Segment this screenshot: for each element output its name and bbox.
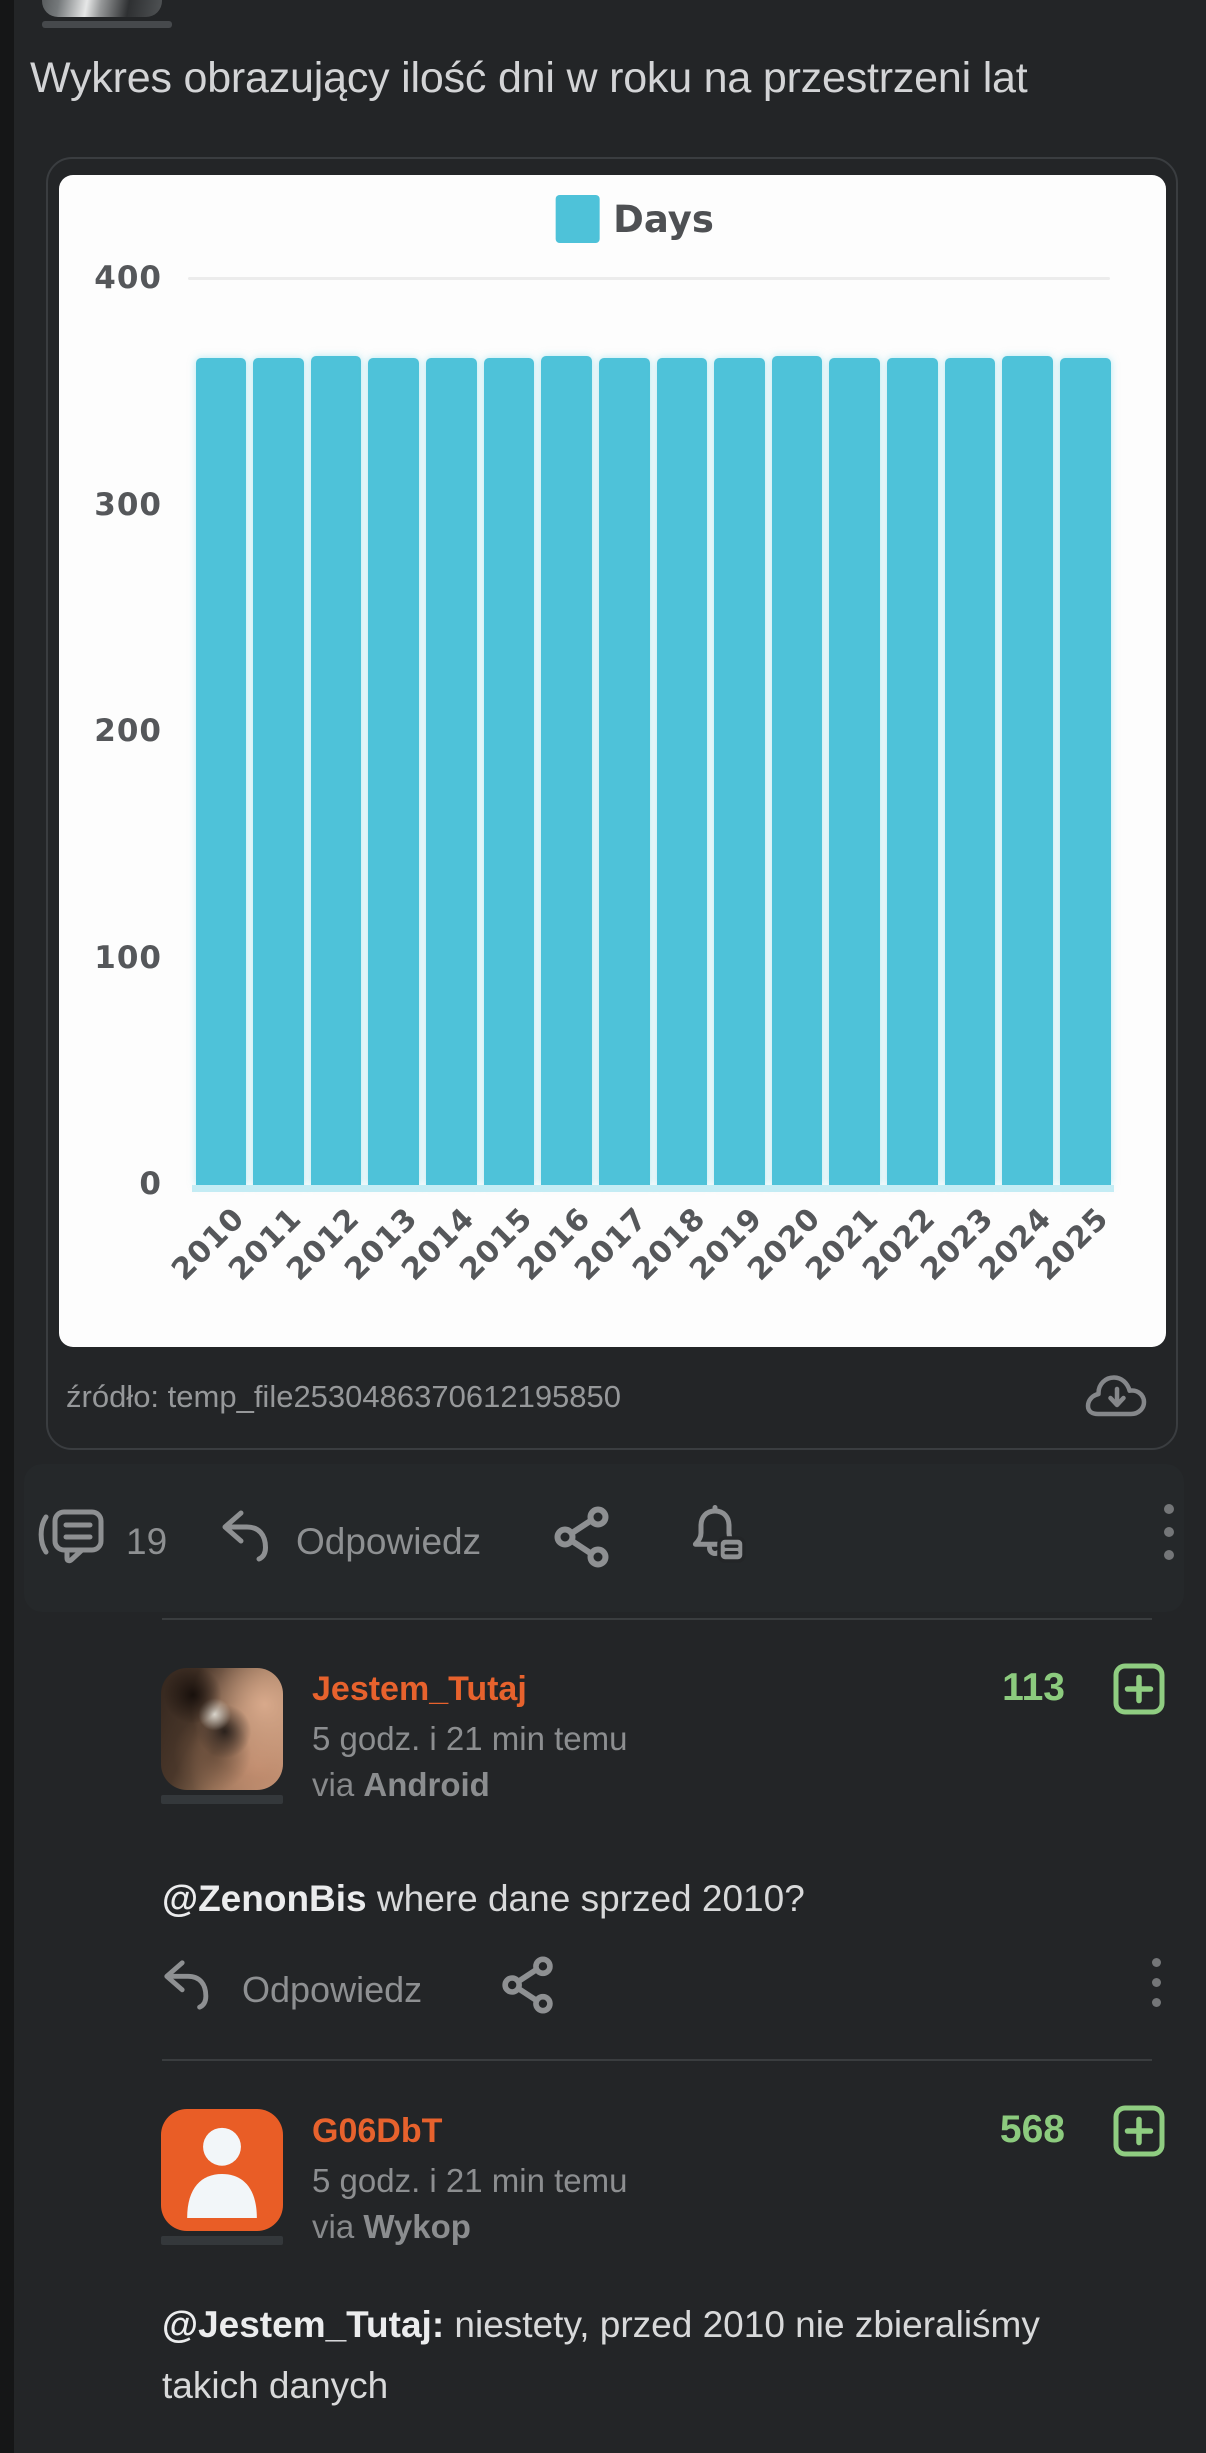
share-icon <box>552 1506 612 1573</box>
comment1-rank-bar <box>161 1795 283 1804</box>
bar-2021 <box>829 358 880 1185</box>
comment1-score[interactable]: 113 <box>1002 1666 1065 1709</box>
comment2-upvote-button[interactable] <box>1112 2104 1166 2158</box>
plus-box-icon <box>1112 1663 1166 1720</box>
bar-2019 <box>714 358 765 1185</box>
comment2-mention[interactable]: @Jestem_Tutaj: <box>162 2304 445 2345</box>
x-axis-baseline <box>192 1185 1114 1192</box>
comment2-rank-bar <box>161 2236 283 2245</box>
post-reply-label[interactable]: Odpowiedz <box>296 1521 482 1562</box>
y-tick-label-100: 100 <box>94 939 162 976</box>
comment1-via: via Android <box>312 1766 490 1803</box>
post-title: Wykres obrazujący ilość dni w roku na pr… <box>30 54 1028 102</box>
comment1-reply-button[interactable] <box>160 1956 216 2017</box>
comment1-username[interactable]: Jestem_Tutaj <box>312 1670 527 1708</box>
reply-arrow-icon <box>160 1960 216 2016</box>
comment2-username[interactable]: G06DbT <box>312 2112 443 2150</box>
comment-bubble-icon <box>36 1509 110 1574</box>
bar-2022 <box>887 358 938 1185</box>
comment1-mention[interactable]: @ZenonBis <box>162 1878 367 1919</box>
post-more-menu[interactable] <box>1164 1504 1174 1560</box>
post-action-bar <box>24 1464 1184 1612</box>
share-icon <box>500 1956 556 2019</box>
comment2-via-app: Wykop <box>363 2208 471 2245</box>
bar-2023 <box>944 358 996 1185</box>
chart-media-card: Days 400 300 200 100 0 2010 2011 2012 2013 2014 2… <box>46 157 1178 1450</box>
cloud-download-icon[interactable] <box>1084 1369 1150 1425</box>
reply-arrow-icon <box>218 1510 276 1568</box>
chart-legend: Days <box>555 195 714 243</box>
gridline-400 <box>188 277 1110 280</box>
comment1-via-app: Android <box>363 1766 490 1803</box>
bar-2016 <box>541 356 592 1185</box>
comment1-avatar[interactable] <box>161 1668 283 1790</box>
divider <box>162 2059 1152 2061</box>
bar-2013 <box>368 358 419 1185</box>
comments-count-button[interactable] <box>36 1504 110 1575</box>
y-tick-label-400: 400 <box>94 260 162 296</box>
comment1-upvote-button[interactable] <box>1112 1662 1166 1716</box>
comment1-reply-label[interactable]: Odpowiedz <box>242 1969 423 2010</box>
bar-2012 <box>310 356 362 1185</box>
post-author-rank-bar <box>42 21 172 28</box>
y-tick-label-0: 0 <box>139 1166 162 1202</box>
post-share-button[interactable] <box>552 1505 612 1574</box>
bar-2020 <box>771 356 823 1185</box>
bar-2010 <box>195 358 247 1185</box>
comment1-timestamp: 5 godz. i 21 min temu <box>312 1720 628 1757</box>
bar-2018 <box>656 358 708 1185</box>
bar-2024 <box>1002 356 1053 1185</box>
kebab-menu-icon <box>1152 1958 1161 1967</box>
bar-2025 <box>1059 358 1111 1185</box>
comment2-via: via Wykop <box>312 2208 471 2245</box>
kebab-menu-icon <box>1164 1504 1174 1514</box>
comment2-body: @Jestem_Tutaj: niestety, przed 2010 nie … <box>162 2304 1040 2406</box>
bar-2017 <box>598 358 650 1185</box>
bar-2014 <box>426 358 477 1185</box>
bar-2015 <box>483 358 535 1185</box>
legend-label: Days <box>613 197 714 241</box>
media-source-row: źródło: temp_file2530486370612195850 <box>48 1347 1176 1449</box>
post-reply-button[interactable] <box>218 1506 276 1569</box>
person-icon <box>174 2118 270 2223</box>
chart-image[interactable]: Days 400 300 200 100 0 2010 2011 2012 2013 2014 2… <box>59 175 1166 1347</box>
plus-box-icon <box>1112 2105 1166 2162</box>
bell-comment-icon <box>686 1505 748 1570</box>
bar-2011 <box>253 358 304 1185</box>
comment2-avatar[interactable] <box>161 2109 283 2231</box>
y-tick-label-200: 200 <box>94 713 162 749</box>
media-source-label: źródło: temp_file2530486370612195850 <box>66 1379 622 1414</box>
comment2-timestamp: 5 godz. i 21 min temu <box>312 2162 628 2199</box>
post-notify-button[interactable] <box>686 1502 748 1571</box>
comment1-more-menu[interactable] <box>1152 1958 1161 2007</box>
legend-swatch-days <box>555 195 600 243</box>
comments-count[interactable]: 19 <box>126 1521 168 1562</box>
post-author-avatar-cropped[interactable] <box>42 0 162 17</box>
comment1-body: @ZenonBis where dane sprzed 2010? <box>162 1878 805 1919</box>
comment1-share-button[interactable] <box>500 1955 556 2020</box>
page-left-edge <box>0 0 14 2453</box>
comment2-score[interactable]: 568 <box>999 2108 1065 2151</box>
y-tick-label-300: 300 <box>94 486 162 523</box>
divider <box>162 1618 1152 1620</box>
